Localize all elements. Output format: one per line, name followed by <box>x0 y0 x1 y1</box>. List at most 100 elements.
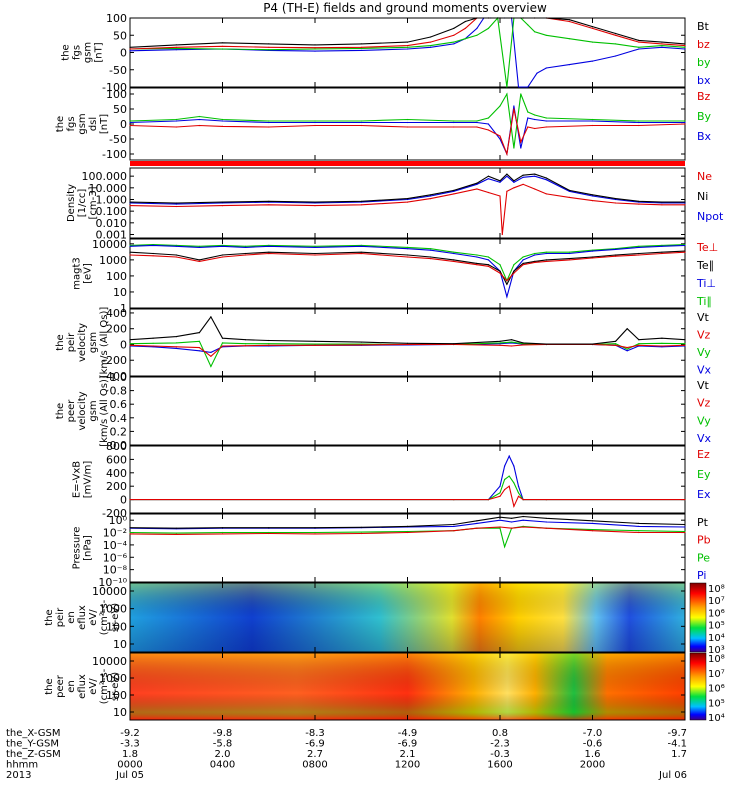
x-row-value: 2.0 <box>215 749 231 760</box>
x-row-value: -6.9 <box>398 739 418 750</box>
data-point <box>499 495 501 497</box>
data-point <box>268 532 270 535</box>
data-point <box>175 202 177 204</box>
data-point <box>314 533 316 535</box>
data-point <box>520 141 522 143</box>
data-point <box>152 345 154 347</box>
data-point <box>221 345 224 347</box>
y-axis-label-line: velocity <box>77 323 88 362</box>
y-axis-label: thepeerenefluxeV/(cm²-s-sr-eV) <box>44 668 121 704</box>
data-point <box>221 245 224 247</box>
data-point <box>499 180 501 182</box>
data-point <box>522 515 524 518</box>
series-by <box>129 16 686 88</box>
data-point <box>638 344 640 346</box>
data-point <box>534 260 536 262</box>
data-point <box>210 365 212 368</box>
x-row-value: -2.3 <box>490 739 510 750</box>
panels: 100500-50-100thefgsgsm[nT]Btbzbybx100500… <box>44 12 725 724</box>
data-point <box>360 244 362 246</box>
data-point <box>534 127 536 130</box>
data-point <box>513 272 515 274</box>
x-row-value: 0400 <box>210 760 235 771</box>
figure-title: P4 (TH-E) fields and ground moments over… <box>263 1 547 15</box>
data-point <box>268 204 270 206</box>
data-point <box>487 178 489 180</box>
data-point <box>453 121 455 124</box>
data-point <box>568 251 571 253</box>
data-point <box>615 55 617 57</box>
y-tick-label: 10⁻¹⁰ <box>98 576 127 589</box>
data-point <box>406 525 409 528</box>
data-point <box>661 46 663 48</box>
data-point <box>517 495 520 497</box>
data-point <box>545 499 547 501</box>
data-point <box>487 117 489 119</box>
data-point <box>520 93 522 95</box>
data-point <box>360 46 362 48</box>
data-point <box>545 252 547 255</box>
x-row-name: the_Z-GSM <box>6 749 61 760</box>
y-axis-label: Density[1/cc][cm-3] <box>66 184 99 222</box>
data-point <box>314 47 316 49</box>
data-point <box>499 195 501 197</box>
data-point <box>314 201 316 203</box>
data-point <box>487 191 489 194</box>
y-tick-label: 100 <box>106 12 127 25</box>
data-point <box>245 345 247 347</box>
data-point <box>430 256 432 258</box>
y-tick-label: -100 <box>102 148 127 161</box>
data-point <box>221 42 224 44</box>
data-point <box>129 244 131 246</box>
data-point <box>476 254 478 256</box>
data-point <box>499 138 501 140</box>
legend-entry: Ti⊥ <box>696 277 716 290</box>
y-axis-label-line: [km/s (All Qs)] <box>99 375 110 447</box>
data-point <box>527 111 529 113</box>
heatmap-shading <box>130 653 685 720</box>
data-point <box>198 124 200 127</box>
y-axis-label-line: magt3 <box>72 257 83 290</box>
data-point <box>430 195 432 197</box>
y-axis-label-line: the <box>55 116 66 132</box>
panel-frame <box>129 17 686 88</box>
data-point <box>591 200 594 202</box>
colorbar-label: 10⁴ <box>708 713 725 724</box>
data-point <box>175 256 177 258</box>
panel-temperature: 10000 1000 100 10 1 magt3[eV] Te⊥ Te∥ Ti⊥ Ti∥ <box>72 238 719 315</box>
data-point <box>129 527 131 529</box>
data-point <box>245 246 247 248</box>
data-point <box>615 343 617 345</box>
data-point <box>545 517 547 519</box>
y-tick-label: 10⁻⁸ <box>103 564 128 577</box>
data-point <box>501 233 503 236</box>
data-point <box>476 27 478 29</box>
data-point <box>198 260 200 262</box>
y-tick-label: 100 <box>106 620 127 633</box>
data-point <box>453 120 455 122</box>
data-point <box>591 194 594 196</box>
colorbar-label: 10⁵ <box>708 698 725 709</box>
series-Ex <box>130 454 685 501</box>
data-point <box>487 123 489 125</box>
data-point <box>684 530 686 533</box>
data-point <box>175 336 177 338</box>
y-axis-label-line: eV/ <box>88 678 99 695</box>
data-point <box>513 505 515 507</box>
data-point <box>314 343 316 345</box>
data-point <box>545 193 547 195</box>
data-point <box>198 350 200 352</box>
data-point <box>360 251 362 253</box>
y-tick-label: 1000 <box>99 603 127 616</box>
data-point <box>175 532 177 534</box>
panel-peer-eflux: 10⁸ 10⁷ 10⁶ 10⁵ 10⁴ 10000 1000 100 10 thepeerenef… <box>44 652 725 724</box>
y-axis-label-line: [1/cc] <box>77 189 88 218</box>
data-point <box>506 190 508 192</box>
data-point <box>175 203 177 205</box>
data-point <box>522 256 524 258</box>
y-axis-label-line: the <box>44 678 55 694</box>
data-point <box>615 344 617 346</box>
panel-fgs-dsl: 100 50 0 -50 -100 thefgsgsmdsl[nT] Bz By Bx <box>55 87 712 161</box>
data-point <box>406 48 409 50</box>
data-point <box>152 252 154 255</box>
